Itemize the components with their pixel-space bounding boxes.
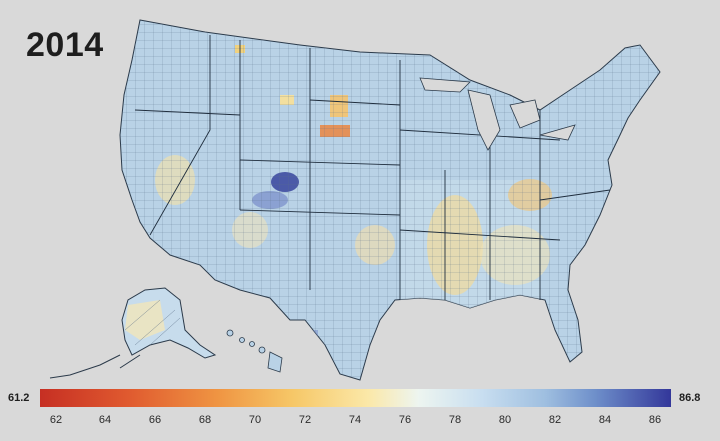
hawaii xyxy=(226,329,283,373)
legend-tick: 64 xyxy=(98,414,112,426)
legend-tick: 86 xyxy=(648,414,662,426)
legend-tick: 72 xyxy=(298,414,312,426)
legend-max-label: 86.8 xyxy=(679,392,701,404)
legend-tick: 68 xyxy=(198,414,212,426)
legend-tick: 82 xyxy=(548,414,562,426)
year-title: 2014 xyxy=(26,26,104,64)
legend-tick: 78 xyxy=(448,414,462,426)
us-county-map xyxy=(49,19,661,381)
legend-tick: 76 xyxy=(398,414,412,426)
legend-tick: 70 xyxy=(248,414,262,426)
legend-min-label: 61.2 xyxy=(8,392,30,404)
contiguous-us xyxy=(119,19,661,381)
legend-tick: 66 xyxy=(148,414,162,426)
legend-tick: 62 xyxy=(49,414,63,426)
legend-tick: 84 xyxy=(598,414,612,426)
legend-tick: 74 xyxy=(348,414,362,426)
alaska xyxy=(49,287,217,379)
legend-tick: 80 xyxy=(498,414,512,426)
color-scale-bar xyxy=(40,389,671,407)
